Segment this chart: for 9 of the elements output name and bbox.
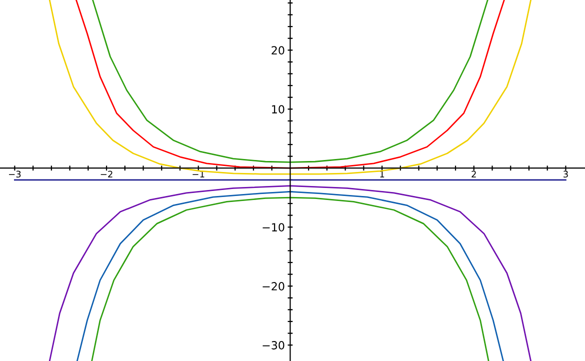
y-tick-label: 20: [272, 46, 284, 55]
y-tick-label: −10: [262, 223, 284, 232]
x-tick-label: −3: [8, 170, 21, 178]
x-tick-label: 2: [472, 170, 476, 178]
y-tick-label: −20: [262, 282, 284, 290]
x-tick-label: −2: [100, 170, 112, 178]
y-tick-label: −30: [262, 341, 284, 350]
x-tick-label: 3: [564, 170, 568, 178]
y-tick-label: 10: [272, 105, 284, 114]
